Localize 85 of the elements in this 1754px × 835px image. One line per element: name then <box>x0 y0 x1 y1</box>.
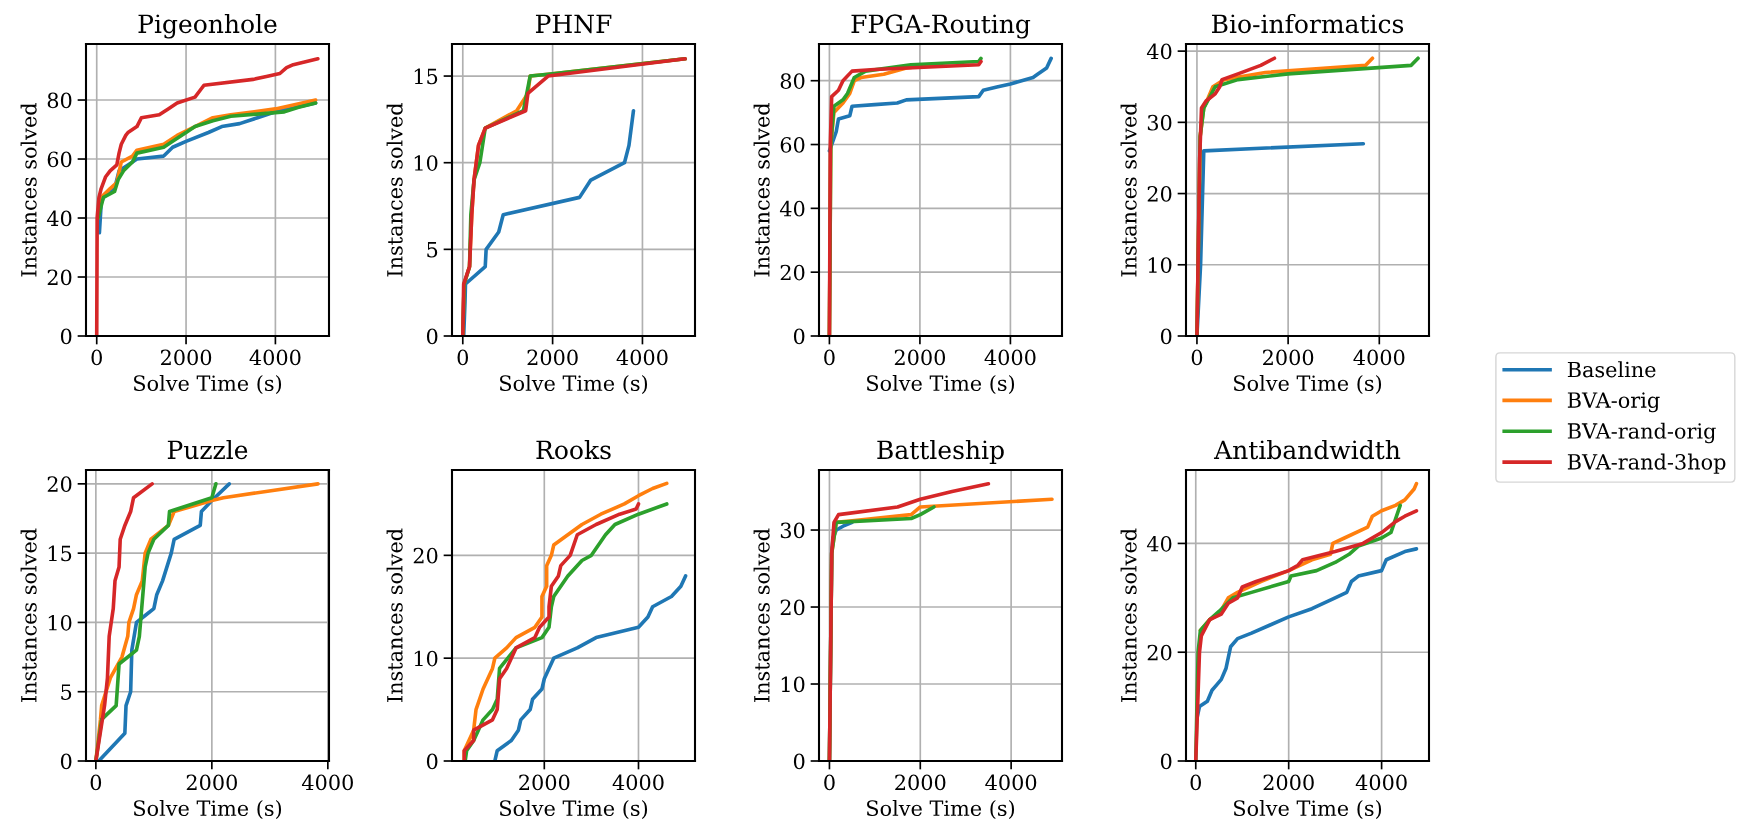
y-tick-label: 60 <box>47 151 72 168</box>
x-axis-title: Solve Time (s) <box>134 374 282 394</box>
x-tick-label: 2000 <box>894 349 946 366</box>
y-axis-title: Instances solved <box>753 528 770 702</box>
x-tick-label: 0 <box>1191 349 1203 366</box>
x-axis-title: Solve Time (s) <box>500 374 648 394</box>
x-tick-label: 0 <box>457 349 469 366</box>
y-tick-label: 0 <box>793 328 805 345</box>
y-axis-title: Instances solved <box>20 528 37 702</box>
chart-title: FPGA-Routing <box>851 14 1031 39</box>
x-tick-label: 4000 <box>984 349 1036 366</box>
y-tick-label: 0 <box>426 753 438 770</box>
x-tick-label: 2000 <box>519 774 570 791</box>
y-axis-title: Instances solved <box>386 103 403 277</box>
y-tick-label: 20 <box>1147 644 1172 661</box>
x-axis-title: Solve Time (s) <box>134 799 282 819</box>
x-tick-label: 4000 <box>612 774 664 791</box>
chart-title: Bio-informatics <box>1212 13 1404 34</box>
y-tick-label: 5 <box>427 242 438 258</box>
x-tick-label: 4000 <box>1353 349 1405 366</box>
legend-label: BVA-rand-3hop <box>1567 453 1726 474</box>
y-tick-label: 20 <box>47 269 72 286</box>
y-tick-label: 0 <box>60 753 72 770</box>
y-tick-label: 10 <box>414 155 438 171</box>
y-tick-label: 40 <box>779 200 805 217</box>
y-tick-label: 10 <box>414 650 438 667</box>
x-tick-label: 0 <box>91 349 102 366</box>
x-tick-label: 2000 <box>527 349 578 366</box>
x-tick-label: 2000 <box>1263 774 1314 791</box>
y-axis-title: Instances solved <box>386 528 403 702</box>
y-tick-label: 0 <box>793 753 805 770</box>
x-tick-label: 4000 <box>301 774 353 791</box>
legend-label: BVA-rand-orig <box>1567 422 1716 444</box>
x-tick-label: 2000 <box>895 774 946 791</box>
y-tick-label: 5 <box>61 684 72 700</box>
x-tick-label: 2000 <box>160 349 212 366</box>
y-tick-label: 20 <box>413 547 438 564</box>
legend-label: BVA-orig <box>1567 392 1660 413</box>
y-tick-label: 80 <box>780 73 805 89</box>
chart-title: Antibandwidth <box>1213 439 1401 460</box>
y-tick-label: 10 <box>1148 257 1172 273</box>
chart-title: PHNF <box>535 14 612 34</box>
y-tick-label: 20 <box>47 476 72 493</box>
y-tick-label: 30 <box>780 522 805 539</box>
y-tick-label: 20 <box>780 264 805 281</box>
y-tick-label: 20 <box>780 599 805 616</box>
x-axis-title: Solve Time (s) <box>867 374 1015 394</box>
y-tick-label: 0 <box>60 328 72 345</box>
y-axis-title: Instances solved <box>1120 103 1137 277</box>
y-tick-label: 40 <box>1146 43 1172 60</box>
y-tick-label: 60 <box>780 136 805 153</box>
x-tick-label: 4000 <box>249 349 301 366</box>
x-tick-label: 4000 <box>616 349 668 366</box>
chart-title: Pigeonhole <box>138 13 277 39</box>
y-axis-title: Instances solved <box>753 103 770 277</box>
y-axis-title: Instances solved <box>20 103 37 277</box>
y-tick-label: 15 <box>48 545 72 562</box>
x-tick-label: 0 <box>1190 774 1201 791</box>
y-tick-label: 30 <box>1147 114 1172 131</box>
y-axis-title: Instances solved <box>1120 528 1137 702</box>
y-tick-label: 0 <box>426 328 438 345</box>
x-tick-label: 2000 <box>1263 349 1314 366</box>
y-tick-label: 10 <box>781 676 805 693</box>
x-tick-label: 0 <box>824 774 835 791</box>
x-tick-label: 4000 <box>985 774 1037 791</box>
chart-title: Rooks <box>536 439 611 460</box>
chart-title: Puzzle <box>167 439 248 460</box>
y-tick-label: 0 <box>1160 328 1172 345</box>
y-tick-label: 40 <box>1146 535 1172 552</box>
x-tick-label: 4000 <box>1355 774 1407 791</box>
y-tick-label: 20 <box>1147 186 1172 202</box>
y-tick-label: 40 <box>46 210 72 227</box>
x-tick-label: 2000 <box>186 774 237 791</box>
x-tick-label: 0 <box>90 774 102 791</box>
y-tick-label: 15 <box>414 68 438 85</box>
chart-title: Battleship <box>877 439 1004 465</box>
x-axis-title: Solve Time (s) <box>1234 799 1382 819</box>
y-tick-label: 0 <box>1160 753 1172 770</box>
legend-label: Baseline <box>1567 361 1656 378</box>
y-tick-label: 80 <box>47 92 72 109</box>
x-axis-title: Solve Time (s) <box>867 799 1015 819</box>
x-axis-title: Solve Time (s) <box>1234 374 1382 394</box>
x-tick-label: 0 <box>824 349 835 366</box>
x-axis-title: Solve Time (s) <box>500 799 648 819</box>
y-tick-label: 10 <box>48 614 72 631</box>
